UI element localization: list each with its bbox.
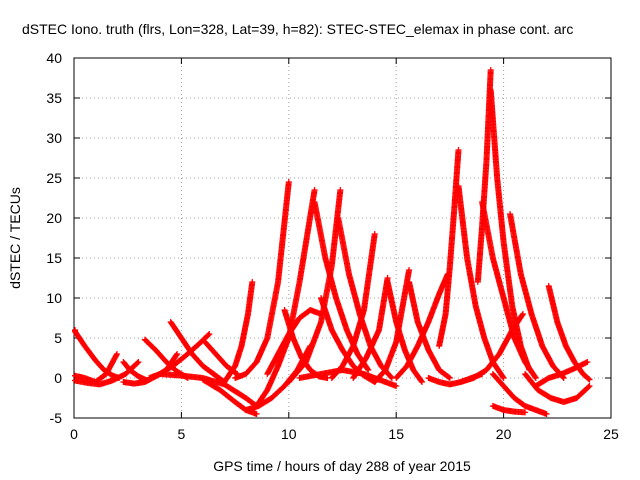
- series-arc-24: [350, 275, 391, 381]
- data-point: [253, 411, 260, 417]
- data-point: [337, 187, 344, 193]
- data-point: [249, 279, 256, 285]
- data-point: [285, 179, 292, 185]
- data-point: [364, 366, 371, 373]
- y-axis-label: dSTEC / TECUs: [7, 187, 23, 289]
- y-tick-label: 20: [46, 210, 62, 226]
- data-point: [174, 351, 181, 357]
- x-tick-label: 25: [603, 426, 619, 442]
- x-tick-label: 10: [281, 426, 297, 442]
- y-tick-label: 30: [46, 130, 62, 146]
- x-tick-label: 0: [70, 426, 78, 442]
- x-tick-label: 20: [496, 426, 512, 442]
- y-tick-label: 0: [54, 370, 62, 386]
- series-arc-2: [72, 351, 120, 385]
- series-arc-31: [455, 183, 507, 381]
- data-point: [371, 231, 378, 237]
- data-point: [393, 383, 400, 389]
- data-point: [418, 378, 425, 385]
- series-arc-11: [199, 376, 260, 417]
- data-point: [455, 147, 462, 153]
- y-tick-label: -5: [50, 410, 63, 426]
- data-point: [206, 331, 213, 337]
- data-points: [72, 67, 593, 417]
- series-arc-35: [507, 211, 567, 381]
- data-point: [418, 379, 425, 385]
- series-arc-13: [232, 179, 292, 381]
- y-tick-label: 25: [46, 170, 62, 186]
- data-point: [205, 331, 212, 338]
- y-ticks: -5 0 5 10 15 20 25 30 35 40: [46, 50, 611, 426]
- data-point: [446, 374, 453, 381]
- x-tick-label: 15: [388, 426, 404, 442]
- data-point: [388, 374, 395, 381]
- y-tick-label: 40: [46, 50, 62, 66]
- data-point: [135, 359, 142, 365]
- y-tick-label: 35: [46, 90, 62, 106]
- series-arc-12: [221, 279, 256, 385]
- y-tick-label: 15: [46, 250, 62, 266]
- plot-frame: [73, 57, 612, 419]
- data-point: [406, 267, 413, 273]
- data-point: [113, 351, 120, 357]
- series-arc-30: [436, 147, 462, 349]
- x-axis-label: GPS time / hours of day 288 of year 2015: [213, 458, 471, 474]
- data-point: [311, 187, 318, 193]
- chart-title: dSTEC Iono. truth (flrs, Lon=328, Lat=39…: [22, 21, 573, 37]
- x-ticks: 0 5 10 15 20 25: [70, 58, 619, 442]
- grid: [74, 58, 611, 418]
- data-point: [134, 359, 141, 366]
- data-point: [173, 351, 180, 358]
- series-arc-20: [285, 187, 344, 385]
- data-point: [446, 375, 453, 381]
- series-arc-9: [156, 371, 260, 409]
- x-tick-label: 5: [178, 426, 186, 442]
- y-tick-label: 10: [46, 290, 62, 306]
- series-arc-23: [328, 231, 378, 381]
- y-tick-label: 5: [54, 330, 62, 346]
- series-arc-28: [393, 271, 451, 381]
- data-point: [365, 367, 372, 373]
